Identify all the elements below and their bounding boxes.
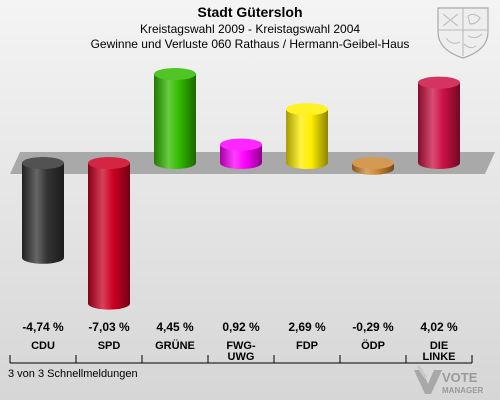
bar-4 [286, 103, 328, 169]
bar-5 [352, 157, 394, 175]
bar-cap-0 [22, 157, 64, 169]
bar-cap-4 [286, 103, 328, 116]
chart-subtitle-2: Gewinne und Verluste 060 Rathaus / Herma… [90, 37, 410, 51]
footer-status: 3 von 3 Schnellmeldungen [8, 368, 138, 380]
category-label-2: GRÜNE [155, 339, 195, 352]
bar-body-0 [22, 163, 64, 264]
value-label-5: -0,29 % [352, 320, 394, 334]
bar-body-3 [220, 144, 262, 169]
bar-cap-1 [88, 157, 130, 169]
chart-subtitle-1: Kreistagswahl 2009 - Kreistagswahl 2004 [139, 22, 361, 36]
bar-cap-5 [352, 157, 394, 169]
value-label-6: 4,02 % [420, 320, 458, 334]
category-label-5: ÖDP [361, 339, 385, 352]
bar-2 [154, 68, 196, 169]
category-label-4: FDP [296, 340, 318, 352]
bar-body-4 [286, 109, 328, 169]
value-label-1: -7,03 % [88, 320, 130, 334]
bar-body-1 [88, 163, 130, 310]
bar-6 [418, 76, 460, 169]
bar-3 [220, 138, 262, 169]
bar-cap-3 [220, 138, 262, 151]
vote-manager-logo: VOTE MANAGER [414, 365, 484, 395]
logo-text-vote: VOTE [442, 370, 478, 385]
category-label-0: CDU [31, 340, 55, 352]
bar-body-2 [154, 74, 196, 169]
bar-cap-2 [154, 68, 196, 80]
logo-text-manager: MANAGER [442, 386, 484, 395]
value-label-2: 4,45 % [156, 320, 194, 334]
chart-title: Stadt Gütersloh [197, 4, 303, 20]
bar-0 [22, 157, 64, 264]
bar-1 [88, 157, 130, 310]
value-label-0: -4,74 % [22, 320, 64, 334]
value-label-4: 2,69 % [288, 320, 326, 334]
bar-body-6 [418, 82, 460, 169]
value-label-3: 0,92 % [222, 320, 260, 334]
coat-of-arms-icon [437, 7, 489, 59]
category-label-6: DIE LINKE [423, 340, 456, 363]
bar-cap-6 [418, 76, 460, 89]
category-label-3: FWG-UWG [226, 340, 256, 363]
category-label-1: SPD [98, 340, 121, 352]
